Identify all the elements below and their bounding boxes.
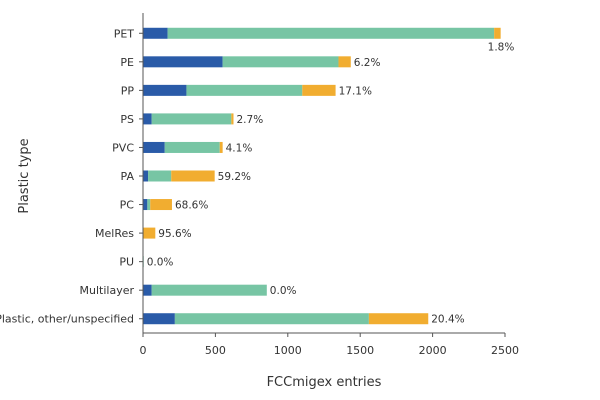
bar-segment-pc-s2 xyxy=(147,199,151,211)
x-tick-label: 2000 xyxy=(419,344,447,357)
category-label-ps: PS xyxy=(120,113,134,126)
x-tick-label: 1500 xyxy=(346,344,374,357)
category-label-plastic-other-unspecified: Plastic, other/unspecified xyxy=(0,313,134,326)
category-label-pvc: PVC xyxy=(112,141,134,154)
bar-segment-ps-s1 xyxy=(143,113,152,125)
x-tick-label: 500 xyxy=(205,344,226,357)
category-label-melres: MelRes xyxy=(95,227,134,240)
bar-segment-pvc-s2 xyxy=(164,141,220,153)
x-axis-title: FCCmigex entries xyxy=(267,375,382,390)
bar-segment-plastic-other-unspecified-s1 xyxy=(143,313,175,325)
bar-segment-pvc-s1 xyxy=(143,141,165,153)
bar-segment-pa-s3 xyxy=(171,170,215,182)
bar-segment-pet-s2 xyxy=(167,27,495,39)
data-label-pvc: 4.1% xyxy=(226,142,253,154)
bar-segment-pe-s1 xyxy=(143,56,223,68)
bar-segment-pc-s1 xyxy=(143,199,148,211)
category-label-pu: PU xyxy=(119,256,134,269)
category-label-pe: PE xyxy=(120,56,134,69)
bar-segment-pe-s3 xyxy=(338,56,351,68)
category-label-pc: PC xyxy=(120,199,135,212)
bar-segment-multilayer-s2 xyxy=(151,284,267,296)
category-label-multilayer: Multilayer xyxy=(80,284,135,297)
x-tick-label: 1000 xyxy=(274,344,302,357)
bar-segment-pp-s2 xyxy=(186,84,303,96)
bar-segment-pa-s2 xyxy=(148,170,172,182)
category-label-pet: PET xyxy=(114,27,135,40)
bar-segment-ps-s2 xyxy=(151,113,232,125)
bar-segment-ps-s3 xyxy=(231,113,234,125)
bar-segment-pp-s1 xyxy=(143,84,187,96)
data-label-pu: 0.0% xyxy=(147,257,174,269)
data-label-multilayer: 0.0% xyxy=(270,285,297,297)
x-tick-label: 0 xyxy=(140,344,147,357)
bar-segment-pet-s1 xyxy=(143,27,168,39)
category-label-pa: PA xyxy=(121,170,135,183)
bar-segment-pvc-s3 xyxy=(219,141,223,153)
bar-segment-pa-s1 xyxy=(143,170,149,182)
bar-segment-melres-s3 xyxy=(143,227,156,239)
data-label-plastic-other-unspecified: 20.4% xyxy=(431,314,464,326)
category-label-pp: PP xyxy=(121,84,135,97)
data-label-pe: 6.2% xyxy=(354,57,381,69)
data-label-ps: 2.7% xyxy=(237,114,264,126)
bar-segment-pp-s3 xyxy=(302,84,336,96)
bar-segment-pe-s2 xyxy=(222,56,339,68)
bar-segment-pc-s3 xyxy=(150,199,172,211)
data-label-pet: 1.8% xyxy=(488,41,515,53)
data-label-pc: 68.6% xyxy=(175,200,208,212)
data-label-pp: 17.1% xyxy=(339,85,372,97)
bar-segment-plastic-other-unspecified-s2 xyxy=(174,313,369,325)
x-tick-label: 2500 xyxy=(491,344,519,357)
data-label-melres: 95.6% xyxy=(158,228,191,240)
y-axis-title: Plastic type xyxy=(17,138,32,213)
bar-segment-multilayer-s1 xyxy=(143,284,152,296)
bar-segment-pet-s3 xyxy=(494,27,501,39)
data-label-pa: 59.2% xyxy=(218,171,251,183)
bar-segment-plastic-other-unspecified-s3 xyxy=(368,313,429,325)
